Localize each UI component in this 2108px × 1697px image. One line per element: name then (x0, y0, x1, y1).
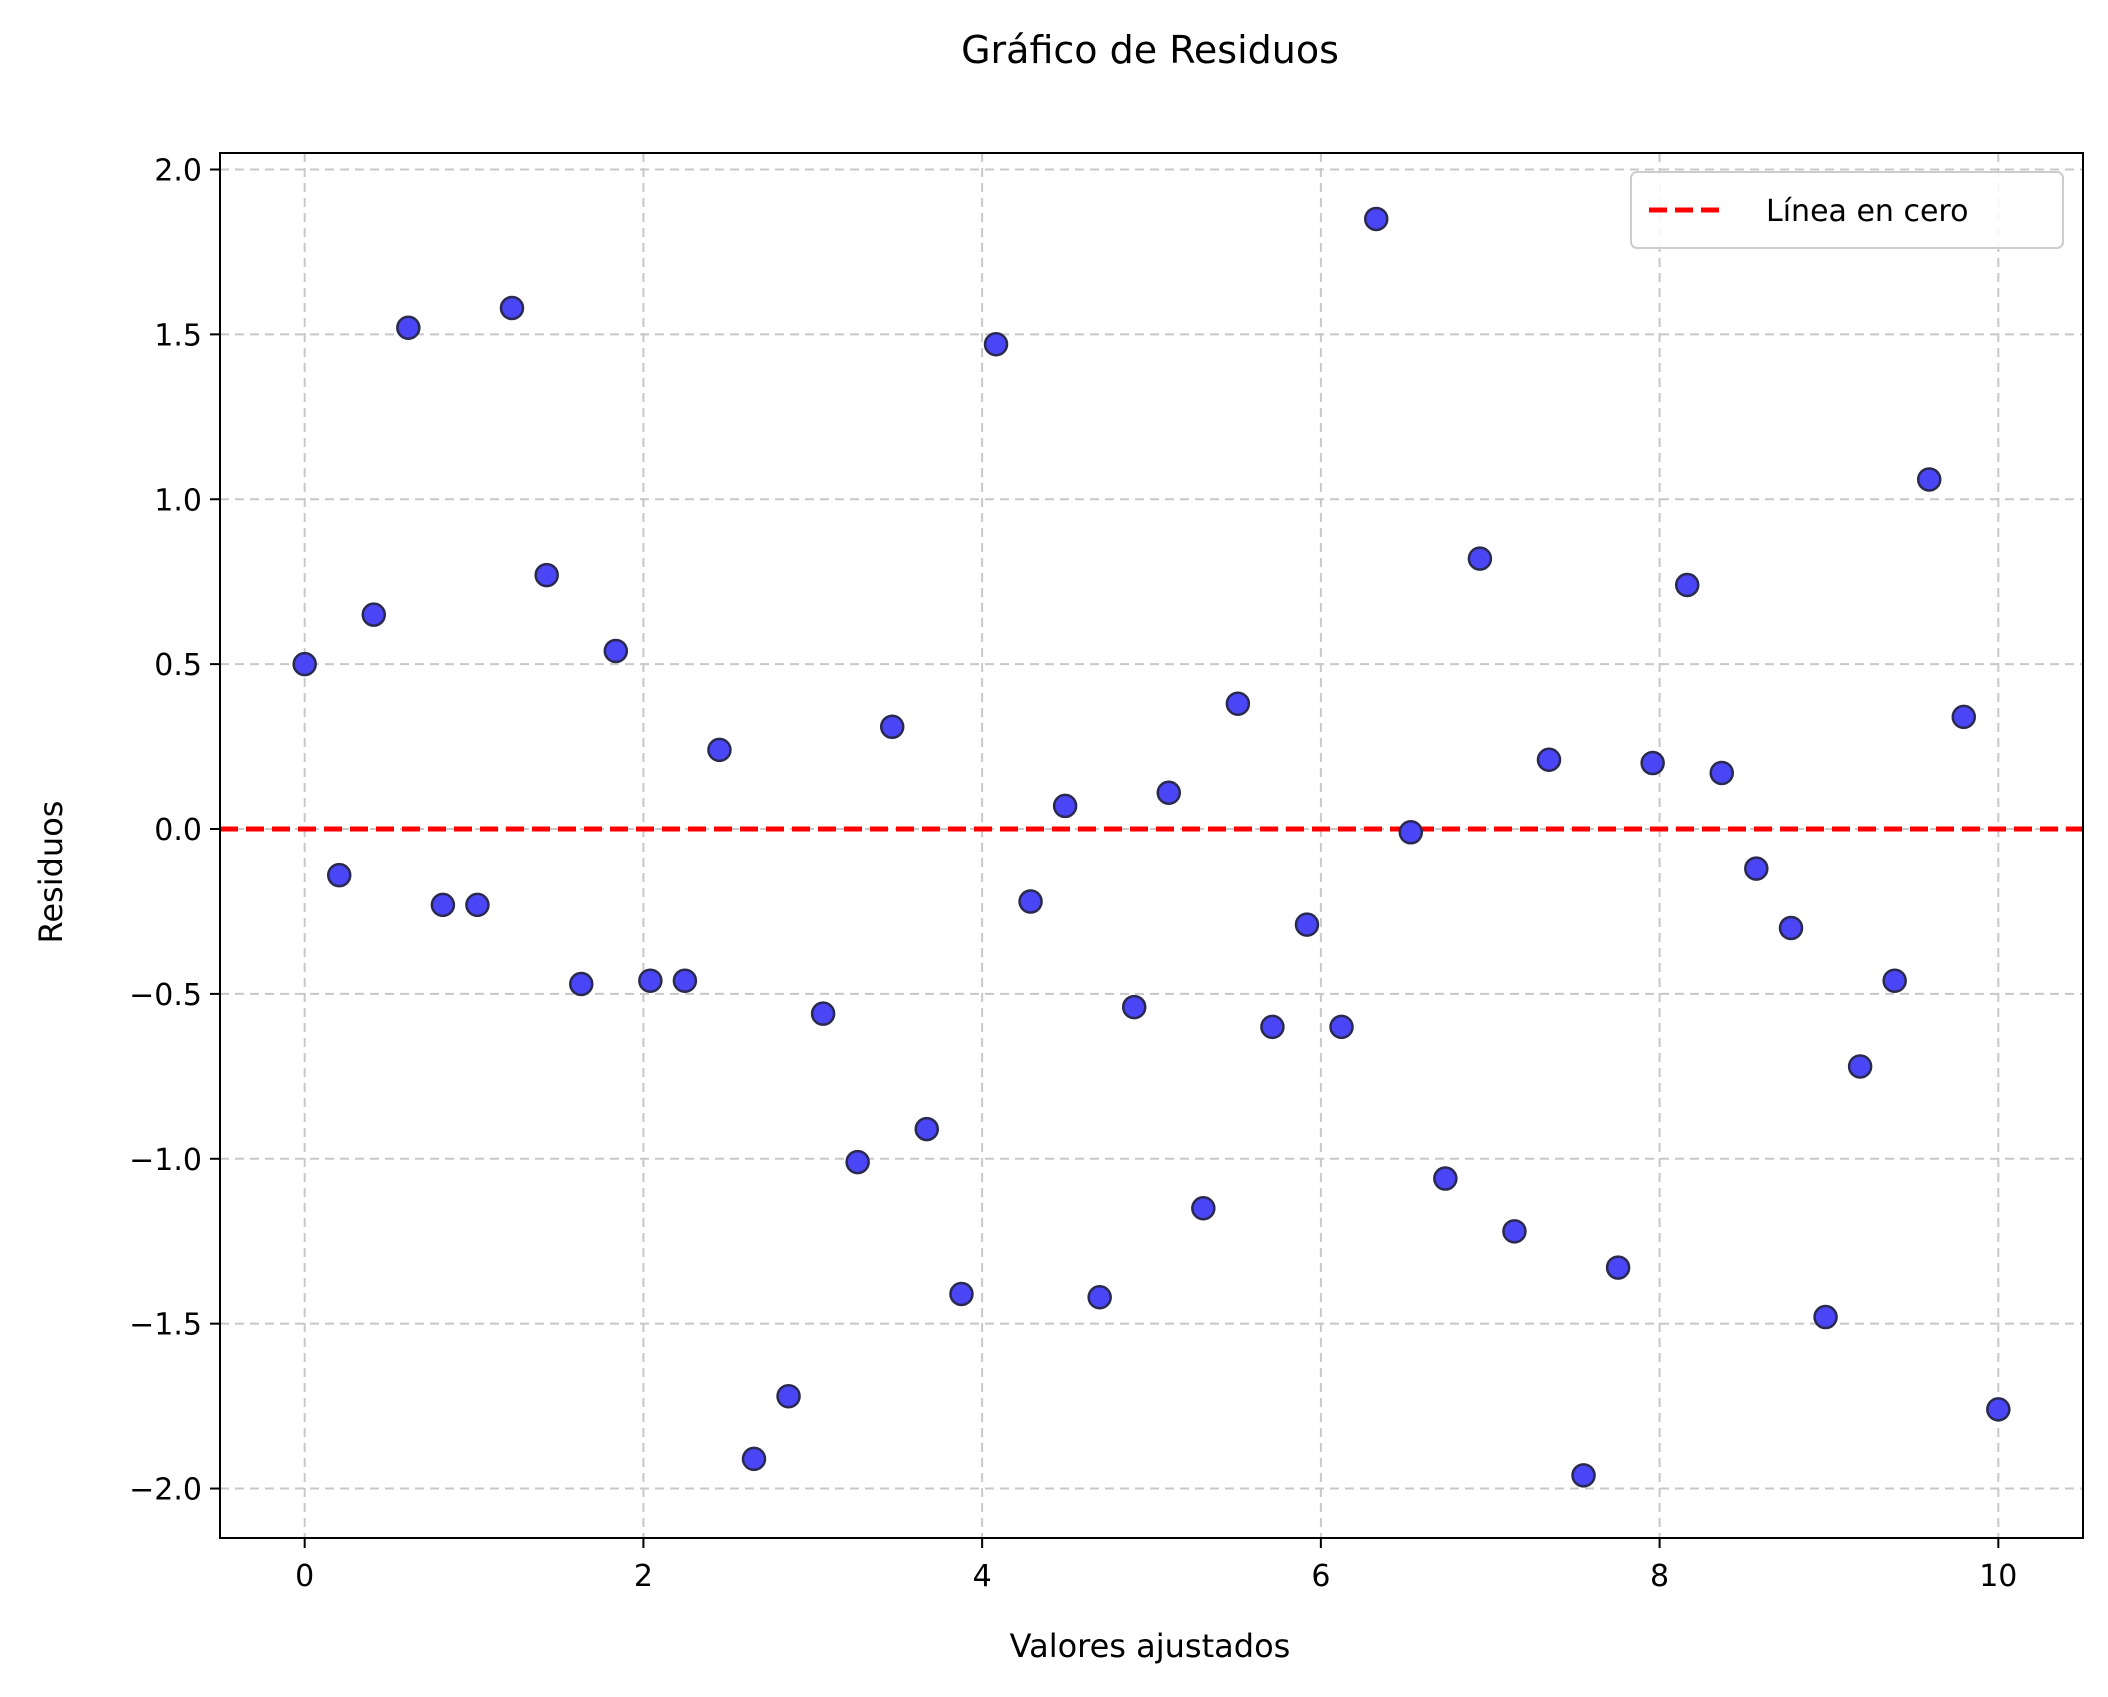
scatter-point (603, 638, 629, 664)
scatter-point (1329, 1014, 1354, 1040)
x-tick-label: 10 (1979, 1559, 2017, 1594)
scatter-point (1916, 467, 1942, 492)
scatter-point (499, 295, 525, 321)
scatter-point (672, 968, 698, 993)
scatter-point (1951, 704, 1977, 730)
y-tick-label: 1.5 (154, 318, 202, 353)
scatter-point (1087, 1285, 1112, 1310)
scatter-point (1433, 1166, 1458, 1191)
y-tick-label: −2.0 (129, 1473, 202, 1508)
scatter-point (1847, 1054, 1873, 1079)
x-axis-ticks: 0 2 4 6 8 10 (295, 1538, 2017, 1594)
x-tick-label: 8 (1650, 1559, 1669, 1594)
scatter-point (1398, 820, 1424, 845)
scatter-point (1467, 546, 1493, 571)
scatter-point (1674, 572, 1700, 598)
scatter-point (1052, 793, 1078, 819)
legend: Línea en cero (1630, 171, 2064, 249)
grid-lines (220, 153, 2083, 1538)
scatter-point (741, 1446, 767, 1472)
scatter-point (1605, 1255, 1631, 1280)
scatter-point (396, 315, 421, 341)
scatter-point (1813, 1304, 1838, 1330)
scatter-point (1986, 1397, 2011, 1422)
scatter-point (707, 737, 732, 763)
scatter-point (326, 862, 352, 888)
data-points (292, 206, 2011, 1488)
y-tick-label: 1.0 (154, 483, 202, 518)
scatter-point (361, 602, 387, 627)
scatter-point (292, 651, 317, 677)
y-tick-label: 0.0 (154, 813, 202, 848)
y-tick-label: 2.0 (154, 153, 202, 188)
scatter-point (1744, 856, 1769, 881)
x-tick-label: 0 (295, 1559, 314, 1594)
x-axis-label: Valores ajustados (1010, 1627, 1291, 1665)
legend-label-zero-line: Línea en cero (1766, 194, 1968, 229)
y-tick-label: 0.5 (154, 648, 202, 683)
y-tick-label: −0.5 (129, 978, 202, 1013)
scatter-point (914, 1116, 940, 1142)
scatter-point (465, 892, 490, 918)
scatter-point (1121, 994, 1147, 1020)
scatter-point (776, 1383, 801, 1409)
scatter-point (1225, 691, 1251, 716)
scatter-point (1018, 889, 1043, 914)
x-tick-label: 2 (634, 1559, 653, 1594)
scatter-point (1502, 1219, 1527, 1244)
scatter-point (1536, 747, 1562, 773)
legend-box (1630, 171, 2064, 249)
scatter-point (845, 1149, 870, 1175)
y-axis-ticks: −2.0 −1.5 −1.0 −0.5 0.0 0.5 1.0 1.5 2.0 (129, 153, 220, 1508)
scatter-point (569, 971, 594, 997)
x-tick-label: 4 (973, 1559, 992, 1594)
scatter-point (638, 968, 663, 993)
scatter-point (1191, 1195, 1216, 1221)
scatter-point (1294, 912, 1320, 937)
scatter-point (1640, 750, 1665, 776)
chart-title: Gráfico de Residuos (961, 28, 1339, 72)
y-tick-label: −1.5 (129, 1308, 202, 1343)
scatter-point (949, 1281, 974, 1307)
y-tick-label: −1.0 (129, 1143, 202, 1178)
scatter-point (1709, 760, 1734, 786)
y-axis-label: Residuos (32, 801, 70, 944)
scatter-point (1882, 968, 1907, 993)
scatter-point (1260, 1014, 1285, 1040)
scatter-point (534, 562, 559, 588)
scatter-point (983, 332, 1009, 357)
scatter-point (1778, 915, 1804, 941)
scatter-point (1571, 1463, 1596, 1488)
scatter-point (810, 1001, 836, 1026)
scatter-point (1363, 206, 1389, 232)
x-tick-label: 6 (1311, 1559, 1330, 1594)
scatter-point (430, 892, 456, 918)
plot-frame (219, 152, 2084, 1539)
scatter-point (879, 714, 905, 740)
scatter-point (1156, 780, 1182, 805)
